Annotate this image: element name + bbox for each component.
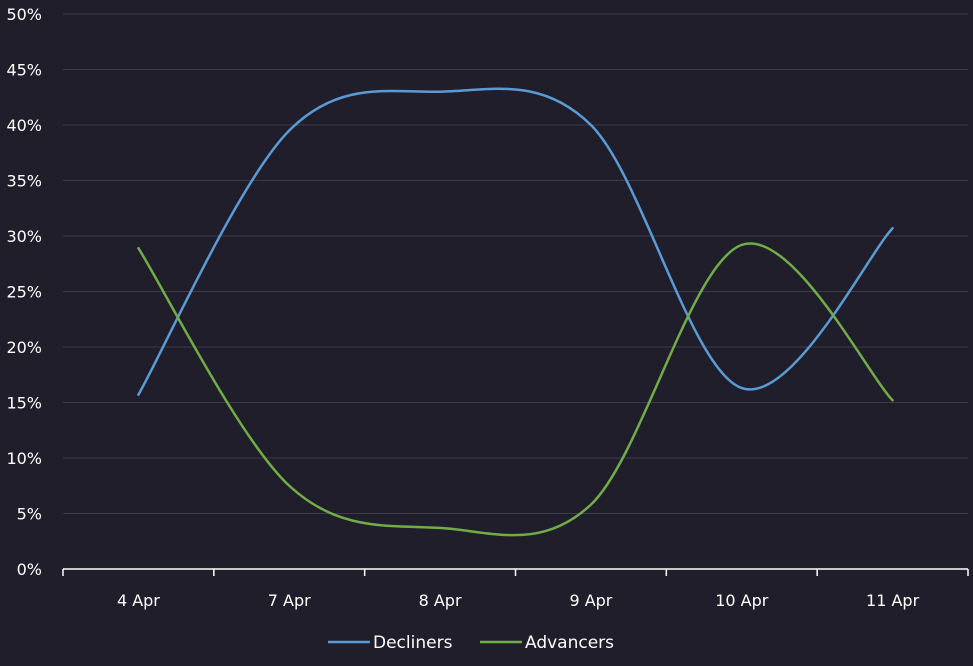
x-axis: 4 Apr 7 Apr 8 Apr 9 Apr 10 Apr 11 Apr [62,568,969,610]
x-tick-label: 7 Apr [268,591,311,610]
gridlines [63,13,968,514]
y-tick-label: 30% [6,227,42,246]
y-tick-label: 25% [6,283,42,302]
series-line-decliners [137,87,894,396]
y-tick-label: 5% [17,505,42,524]
y-tick-label: 20% [6,338,42,357]
x-tick-label: 4 Apr [117,591,160,610]
legend-label-advancers: Advancers [525,633,614,653]
x-tick-label: 11 Apr [866,591,920,610]
y-tick-label: 35% [6,172,42,191]
x-tick-label: 10 Apr [715,591,769,610]
series-lines [137,87,894,537]
legend: Decliners Advancers [328,633,614,653]
y-tick-label: 45% [6,61,42,80]
y-axis-tick-labels: 0% 5% 10% 15% 20% 25% 30% 35% 40% 45% 50% [6,5,42,579]
y-tick-label: 0% [17,560,42,579]
series-line-advancers [137,242,894,537]
x-tick-label: 8 Apr [419,591,462,610]
y-tick-label: 10% [6,449,42,468]
y-tick-label: 15% [6,394,42,413]
y-tick-label: 50% [6,5,42,24]
legend-label-decliners: Decliners [373,633,453,653]
y-tick-label: 40% [6,116,42,135]
x-tick-label: 9 Apr [569,591,612,610]
